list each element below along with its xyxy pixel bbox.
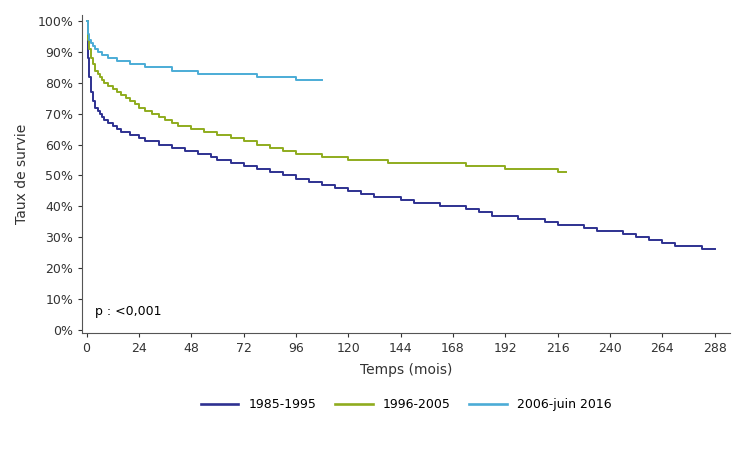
2006-juin 2016	[89, 43, 98, 48]
X-axis label: Temps (mois): Temps (mois)	[360, 363, 452, 377]
2006-juin 2016	[200, 71, 209, 76]
2006-juin 2016	[112, 59, 121, 64]
1985-1995	[100, 117, 109, 123]
2006-juin 2016	[83, 31, 92, 36]
1996-2005	[167, 120, 176, 126]
2006-juin 2016	[194, 71, 203, 76]
2006-juin 2016	[291, 77, 300, 82]
2006-juin 2016	[86, 40, 95, 46]
1996-2005	[554, 170, 562, 175]
1985-1995	[710, 247, 719, 252]
2006-juin 2016	[239, 71, 248, 76]
2006-juin 2016	[206, 71, 215, 76]
1985-1995	[82, 18, 91, 24]
2006-juin 2016	[161, 65, 170, 70]
1996-2005	[562, 170, 571, 175]
1985-1995	[697, 247, 706, 252]
2006-juin 2016	[180, 68, 189, 73]
1996-2005	[82, 18, 91, 24]
2006-juin 2016	[213, 71, 222, 76]
2006-juin 2016	[317, 77, 326, 82]
1985-1995	[121, 130, 130, 135]
1985-1995	[580, 225, 589, 231]
1996-2005	[331, 154, 340, 160]
Text: p : <0,001: p : <0,001	[95, 305, 162, 318]
Line: 1996-2005: 1996-2005	[86, 21, 566, 172]
2006-juin 2016	[126, 62, 135, 67]
2006-juin 2016	[95, 49, 104, 55]
1985-1995	[305, 179, 314, 185]
1996-2005	[84, 46, 93, 52]
1996-2005	[117, 92, 126, 98]
2006-juin 2016	[82, 18, 91, 24]
Y-axis label: Taux de survie: Taux de survie	[15, 124, 29, 224]
2006-juin 2016	[174, 68, 183, 73]
2006-juin 2016	[135, 62, 144, 67]
2006-juin 2016	[84, 37, 93, 42]
2006-juin 2016	[98, 52, 107, 58]
2006-juin 2016	[253, 74, 261, 80]
Line: 2006-juin 2016: 2006-juin 2016	[86, 21, 322, 80]
2006-juin 2016	[104, 55, 113, 61]
2006-juin 2016	[279, 74, 288, 80]
1996-2005	[344, 157, 353, 163]
2006-juin 2016	[121, 59, 130, 64]
2006-juin 2016	[100, 52, 109, 58]
2006-juin 2016	[106, 55, 115, 61]
2006-juin 2016	[102, 52, 111, 58]
2006-juin 2016	[108, 55, 117, 61]
1985-1995	[148, 139, 156, 144]
Legend: 1985-1995, 1996-2005, 2006-juin 2016: 1985-1995, 1996-2005, 2006-juin 2016	[196, 393, 616, 416]
2006-juin 2016	[148, 65, 156, 70]
2006-juin 2016	[141, 65, 150, 70]
2006-juin 2016	[265, 74, 274, 80]
2006-juin 2016	[154, 65, 163, 70]
2006-juin 2016	[187, 68, 196, 73]
Line: 1985-1995: 1985-1995	[86, 21, 714, 249]
2006-juin 2016	[91, 46, 100, 52]
2006-juin 2016	[117, 59, 126, 64]
1985-1995	[566, 222, 575, 227]
1996-2005	[86, 55, 95, 61]
2006-juin 2016	[93, 49, 102, 55]
2006-juin 2016	[130, 62, 139, 67]
2006-juin 2016	[167, 68, 176, 73]
2006-juin 2016	[226, 71, 235, 76]
